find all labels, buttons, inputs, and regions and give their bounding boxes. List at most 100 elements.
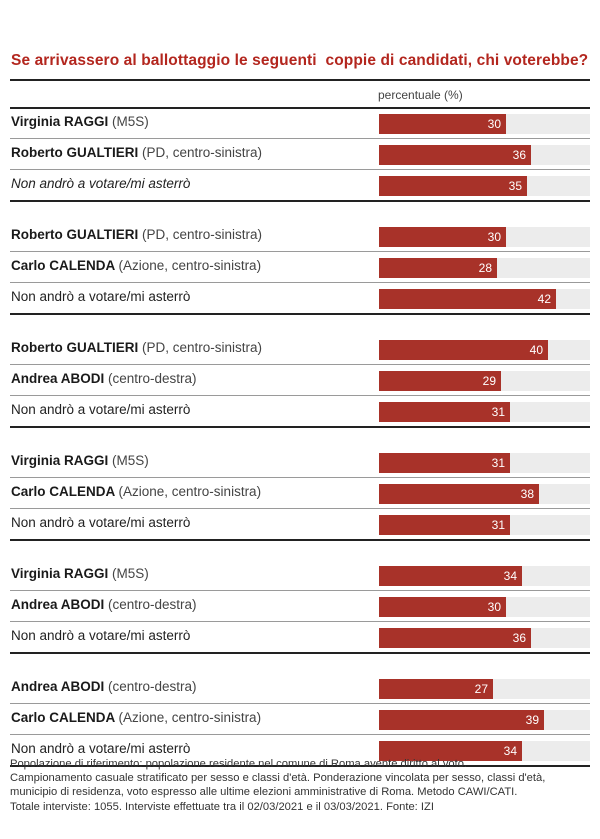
bar-value-label: 28 bbox=[478, 261, 492, 275]
group-separator bbox=[10, 539, 590, 541]
bar: 30 bbox=[379, 597, 506, 617]
abstention-label: Non andrò a votare/mi asterrò bbox=[11, 515, 191, 530]
group-separator bbox=[10, 426, 590, 428]
bar-track: 31 bbox=[379, 515, 590, 535]
bar-value-label: 38 bbox=[520, 487, 534, 501]
chart-row: Andrea ABODI (centro-destra) 27 bbox=[10, 673, 590, 703]
bar-value-label: 27 bbox=[474, 682, 488, 696]
group-separator bbox=[10, 313, 590, 315]
row-label: Carlo CALENDA (Azione, centro-sinistra) bbox=[11, 258, 261, 273]
bar-track: 30 bbox=[379, 227, 590, 247]
candidate-party: (PD, centro-sinistra) bbox=[142, 227, 263, 242]
bar-value-label: 35 bbox=[508, 179, 522, 193]
chart-row: Non andrò a votare/mi asterrò 31 bbox=[10, 395, 590, 426]
chart-row: Carlo CALENDA (Azione, centro-sinistra) 3… bbox=[10, 477, 590, 508]
group-gap bbox=[10, 654, 590, 673]
row-label: Andrea ABODI (centro-destra) bbox=[11, 597, 197, 612]
candidate-party: (PD, centro-sinistra) bbox=[142, 340, 263, 355]
bar-value-label: 30 bbox=[487, 117, 501, 131]
chart-title: Se arrivassero al ballottaggio le seguen… bbox=[11, 52, 589, 69]
candidate-party: (centro-destra) bbox=[108, 597, 197, 612]
bar: 38 bbox=[379, 484, 539, 504]
row-label: Virginia RAGGI (M5S) bbox=[11, 453, 149, 468]
row-label: Carlo CALENDA (Azione, centro-sinistra) bbox=[11, 484, 261, 499]
candidate-party: (centro-destra) bbox=[108, 679, 197, 694]
bar-track: 28 bbox=[379, 258, 590, 278]
abstention-label: Non andrò a votare/mi asterrò bbox=[11, 402, 191, 417]
chart-row: Non andrò a votare/mi asterrò 35 bbox=[10, 169, 590, 200]
bar: 30 bbox=[379, 114, 506, 134]
chart-row: Roberto GUALTIERI (PD, centro-sinistra) 3… bbox=[10, 138, 590, 169]
chart-row: Virginia RAGGI (M5S) 30 bbox=[10, 108, 590, 138]
chart-row: Non andrò a votare/mi asterrò 36 bbox=[10, 621, 590, 652]
bar-track: 31 bbox=[379, 402, 590, 422]
chart-row: Carlo CALENDA (Azione, centro-sinistra) 3… bbox=[10, 703, 590, 734]
bar: 39 bbox=[379, 710, 544, 730]
bar-track: 29 bbox=[379, 371, 590, 391]
candidate-name: Virginia RAGGI bbox=[11, 566, 113, 581]
bar: 29 bbox=[379, 371, 501, 391]
bar-track: 34 bbox=[379, 741, 590, 761]
chart-row: Andrea ABODI (centro-destra) 29 bbox=[10, 364, 590, 395]
candidate-name: Andrea ABODI bbox=[11, 371, 109, 386]
candidate-name: Virginia RAGGI bbox=[11, 114, 113, 129]
footnote-line: Popolazione di riferimento: popolazione … bbox=[10, 758, 468, 770]
row-label: Roberto GUALTIERI (PD, centro-sinistra) bbox=[11, 227, 262, 242]
group-gap bbox=[10, 428, 590, 447]
row-label: Non andrò a votare/mi asterrò bbox=[11, 741, 190, 756]
group-gap bbox=[10, 202, 590, 221]
candidate-name: Roberto GUALTIERI bbox=[11, 227, 142, 242]
bar-value-label: 29 bbox=[482, 374, 496, 388]
bar: 34 bbox=[379, 566, 522, 586]
footnote-line: Totale interviste: 1055. Interviste effe… bbox=[10, 800, 434, 813]
bar: 30 bbox=[379, 227, 506, 247]
abstention-label: Non andrò a votare/mi asterrò bbox=[11, 741, 191, 756]
group-separator bbox=[10, 200, 590, 202]
bar: 42 bbox=[379, 289, 556, 309]
chart-row: Roberto GUALTIERI (PD, centro-sinistra) 4… bbox=[10, 334, 590, 364]
bar: 40 bbox=[379, 340, 548, 360]
row-label: Carlo CALENDA (Azione, centro-sinistra) bbox=[11, 710, 261, 725]
candidate-party: (PD, centro-sinistra) bbox=[142, 145, 263, 160]
bar-track: 42 bbox=[379, 289, 590, 309]
candidate-party: (Azione, centro-sinistra) bbox=[118, 484, 262, 499]
footnote-line: Campionamento casuale stratificato per s… bbox=[10, 772, 546, 785]
abstention-label: Non andrò a votare/mi asterrò bbox=[11, 289, 191, 304]
bar: 28 bbox=[379, 258, 497, 278]
chart-row: Carlo CALENDA (Azione, centro-sinistra) 2… bbox=[10, 251, 590, 282]
bar-value-label: 42 bbox=[537, 292, 551, 306]
bar-track: 40 bbox=[379, 340, 590, 360]
header-bottom-rule bbox=[10, 107, 590, 109]
bar: 27 bbox=[379, 679, 493, 699]
bar-value-label: 34 bbox=[503, 569, 517, 583]
row-label: Non andrò a votare/mi asterrò bbox=[11, 402, 190, 417]
bar-track: 30 bbox=[379, 114, 590, 134]
chart-row: Virginia RAGGI (M5S) 34 bbox=[10, 560, 590, 590]
bar-track: 39 bbox=[379, 710, 590, 730]
candidate-name: Carlo CALENDA bbox=[11, 710, 119, 725]
bar-value-label: 30 bbox=[487, 230, 501, 244]
row-label: Virginia RAGGI (M5S) bbox=[11, 114, 149, 129]
abstention-label: Non andrò a votare/mi asterrò bbox=[11, 628, 191, 643]
column-header: percentuale (%) bbox=[378, 88, 463, 102]
bar: 31 bbox=[379, 402, 510, 422]
chart-group: Virginia RAGGI (M5S) 31 Carlo CALENDA (Azi… bbox=[10, 447, 590, 539]
chart-group: Roberto GUALTIERI (PD, centro-sinistra) 4… bbox=[10, 334, 590, 426]
bar: 31 bbox=[379, 515, 510, 535]
row-label: Andrea ABODI (centro-destra) bbox=[11, 371, 197, 386]
bar-value-label: 40 bbox=[529, 343, 543, 357]
bar-value-label: 36 bbox=[512, 631, 526, 645]
abstention-label: Non andrò a votare/mi asterrò bbox=[11, 176, 191, 191]
group-separator bbox=[10, 652, 590, 654]
chart-row: Andrea ABODI (centro-destra) 30 bbox=[10, 590, 590, 621]
candidate-party: (centro-destra) bbox=[108, 371, 197, 386]
row-label: Virginia RAGGI (M5S) bbox=[11, 566, 149, 581]
candidate-party: (M5S) bbox=[112, 453, 149, 468]
candidate-party: (M5S) bbox=[112, 566, 149, 581]
bar-track: 30 bbox=[379, 597, 590, 617]
chart-row: Non andrò a votare/mi asterrò 31 bbox=[10, 508, 590, 539]
bar-track: 34 bbox=[379, 566, 590, 586]
candidate-name: Roberto GUALTIERI bbox=[11, 145, 142, 160]
bar: 31 bbox=[379, 453, 510, 473]
chart-row: Non andrò a votare/mi asterrò 34 bbox=[10, 734, 590, 765]
